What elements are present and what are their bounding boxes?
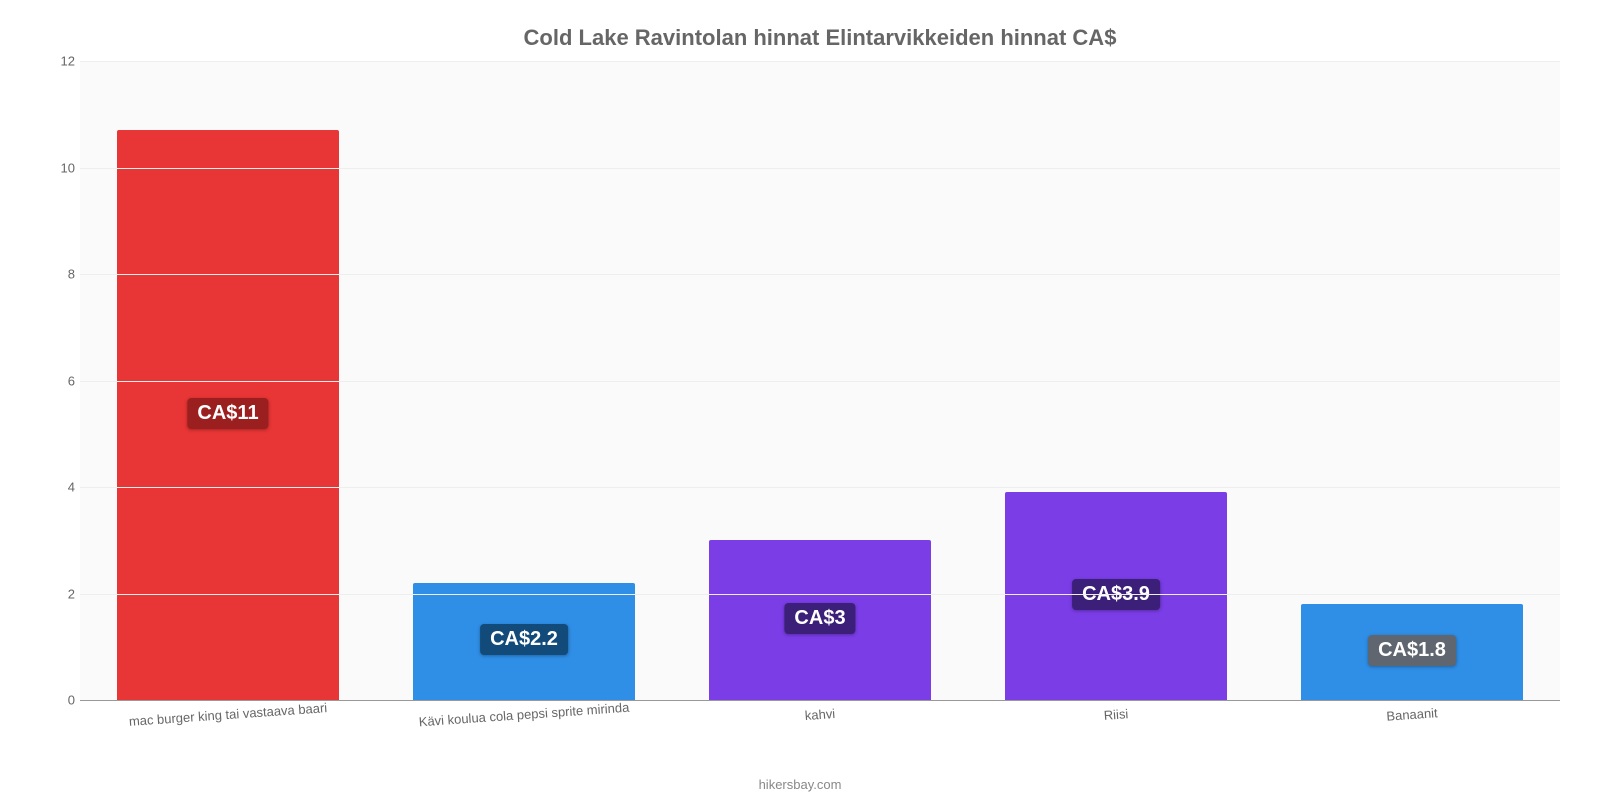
chart-container: Cold Lake Ravintolan hinnat Elintarvikke… [0, 0, 1600, 800]
y-tick-label: 6 [50, 373, 75, 388]
y-tick-label: 8 [50, 267, 75, 282]
x-tick-label: Banaanit [1264, 697, 1560, 733]
x-tick-label: mac burger king tai vastaava baari [80, 697, 376, 733]
gridline [80, 274, 1560, 275]
x-tick-label: Riisi [968, 697, 1264, 733]
bar-value-label: CA$3.9 [1072, 579, 1160, 610]
y-tick-label: 10 [50, 160, 75, 175]
footer-attribution: hikersbay.com [759, 777, 842, 792]
y-tick-label: 2 [50, 586, 75, 601]
x-tick-label: Kävi koulua cola pepsi sprite mirinda [376, 697, 672, 733]
gridline [80, 594, 1560, 595]
gridline [80, 487, 1560, 488]
bar-value-label: CA$1.8 [1368, 635, 1456, 666]
x-tick-label: kahvi [672, 697, 968, 733]
bar-value-label: CA$2.2 [480, 624, 568, 655]
plot-area: CA$11CA$2.2CA$3CA$3.9CA$1.8 mac burger k… [80, 61, 1560, 701]
y-tick-label: 12 [50, 54, 75, 69]
chart-title: Cold Lake Ravintolan hinnat Elintarvikke… [80, 25, 1560, 51]
x-axis-labels: mac burger king tai vastaava baariKävi k… [80, 707, 1560, 722]
y-tick-label: 4 [50, 480, 75, 495]
bar-value-label: CA$11 [187, 398, 268, 429]
bar-value-label: CA$3 [784, 603, 855, 634]
gridline [80, 61, 1560, 62]
gridline [80, 381, 1560, 382]
y-tick-label: 0 [50, 693, 75, 708]
gridline [80, 168, 1560, 169]
